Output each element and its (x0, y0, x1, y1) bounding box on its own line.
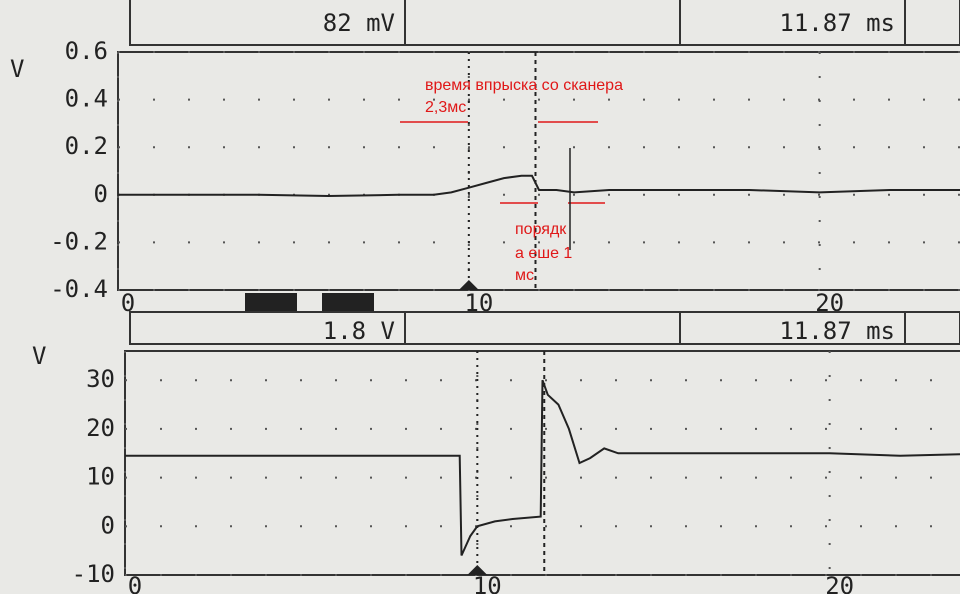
annotation: время впрыска со сканера (425, 77, 623, 94)
readout: 1.8 V (323, 317, 395, 345)
trigger-marker (459, 280, 479, 290)
y-tick-label: 0.6 (65, 37, 108, 65)
oscilloscope: 82 mV 11.87 ms V 0.6 0.4 0.2 0 -0.2 -0.4 0 10 20 вре… (0, 0, 960, 594)
annotation: а еше 1 (515, 245, 572, 262)
trace (125, 380, 960, 555)
y-tick-label: 0.2 (65, 132, 108, 160)
y-tick-label: 20 (86, 414, 115, 442)
y-tick-label: -0.2 (50, 227, 108, 255)
readout-box (405, 312, 680, 344)
annotation: 2,3мс (425, 99, 466, 116)
scroll-button (322, 293, 374, 311)
annotation: мс (515, 267, 534, 284)
y-tick-label: 0 (94, 180, 108, 208)
readout: 11.87 ms (779, 9, 895, 37)
readout-box (905, 0, 960, 45)
y-axis-label: V (32, 342, 46, 370)
readout-box (405, 0, 680, 45)
x-tick-label: 0 (128, 572, 142, 594)
scroll-button (245, 293, 297, 311)
y-axis-label: V (10, 55, 24, 83)
y-tick-label: 0.4 (65, 85, 108, 113)
y-tick-label: 30 (86, 365, 115, 393)
trigger-marker (467, 565, 487, 575)
readout: 82 mV (323, 9, 395, 37)
y-tick-label: 10 (86, 463, 115, 491)
trace (118, 176, 960, 196)
y-tick-label: -10 (72, 560, 115, 588)
annotation: порядк (515, 221, 567, 238)
x-tick-label: 20 (825, 572, 854, 594)
readout: 11.87 ms (779, 317, 895, 345)
y-tick-label: -0.4 (50, 275, 108, 303)
y-tick-label: 0 (101, 511, 115, 539)
readout-box (905, 312, 960, 344)
x-tick-label: 10 (473, 572, 502, 594)
